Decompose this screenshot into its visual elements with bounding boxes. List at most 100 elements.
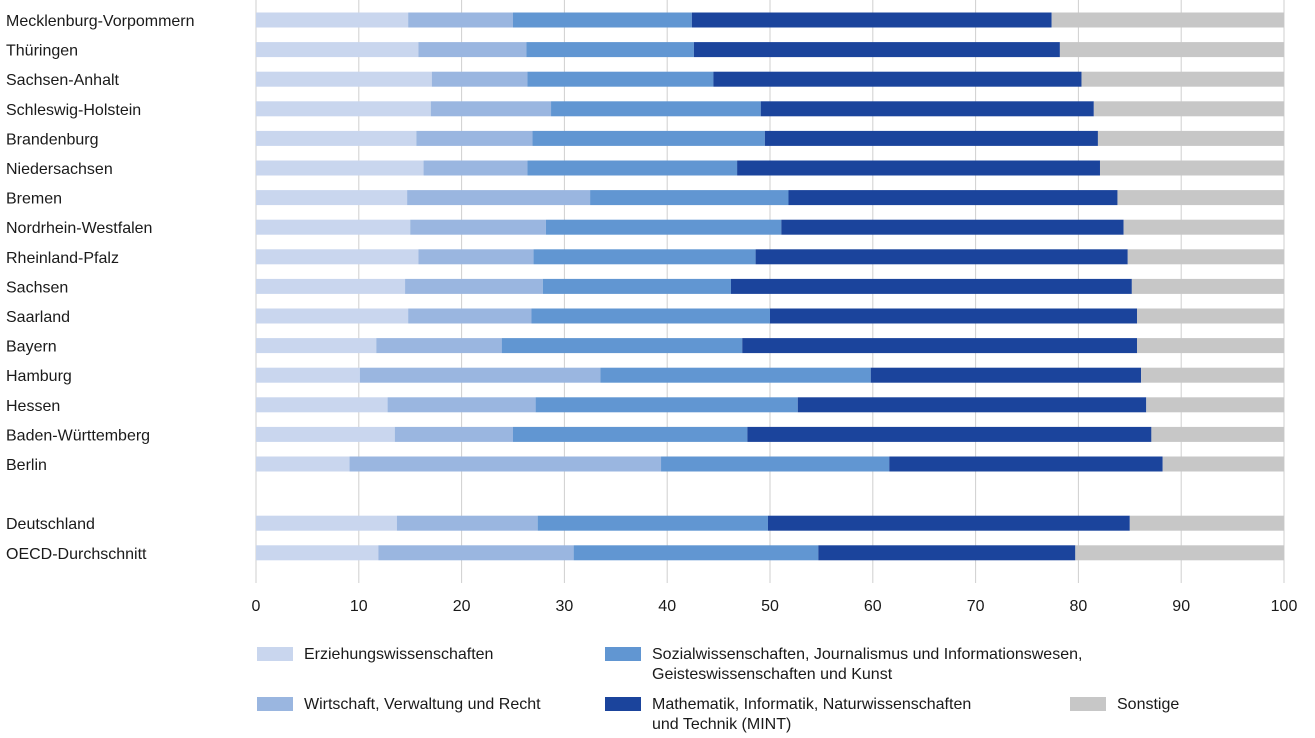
bar-schleswig-holstein-s3 xyxy=(760,101,1094,117)
category-label: Rheinland-Pfalz xyxy=(6,250,119,267)
category-label: Bayern xyxy=(6,339,57,356)
bar-niedersachsen-s1 xyxy=(423,160,528,176)
bar-saarland-s1 xyxy=(408,308,532,324)
bar-saarland-s2 xyxy=(531,308,770,324)
bar-bayern-s1 xyxy=(376,338,502,354)
bar-bremen-s0 xyxy=(256,190,408,206)
bar-oecd-durchschnitt-s1 xyxy=(378,545,574,561)
category-label: OECD-Durchschnitt xyxy=(6,546,147,563)
category-label: Hessen xyxy=(6,398,60,415)
bar-bremen-s3 xyxy=(788,190,1118,206)
bar-hamburg-s4 xyxy=(1141,367,1284,383)
x-tick-label: 80 xyxy=(1070,598,1088,615)
bar-niedersachsen-s2 xyxy=(527,160,738,176)
bar-thueringen-s4 xyxy=(1059,42,1284,58)
bar-nordrhein-westfalen-s0 xyxy=(256,219,411,235)
bar-bayern-s2 xyxy=(501,338,743,354)
bar-oecd-durchschnitt-s3 xyxy=(818,545,1076,561)
category-label: Nordrhein-Westfalen xyxy=(6,220,152,237)
x-tick-label: 70 xyxy=(967,598,985,615)
bar-niedersachsen-s3 xyxy=(737,160,1100,176)
bar-berlin-s0 xyxy=(256,456,350,472)
legend-label: Mathematik, Informatik, Naturwissenschaf… xyxy=(652,696,972,733)
bar-hamburg-s0 xyxy=(256,367,360,383)
legend-swatch xyxy=(605,647,641,661)
x-axis-tick-labels: 0 10 20 30 40 50 60 70 80 90 100 xyxy=(252,598,1298,615)
x-tick-label: 30 xyxy=(556,598,574,615)
bar-hamburg-s2 xyxy=(600,367,871,383)
bar-mecklenburg-vorpommern-s1 xyxy=(408,12,513,28)
bar-schleswig-holstein-s4 xyxy=(1093,101,1284,117)
bar-sachsen-anhalt-s0 xyxy=(256,71,432,87)
bar-baden-wuerttemberg-s4 xyxy=(1151,426,1284,442)
category-label: Bremen xyxy=(6,191,62,208)
category-label: Schleswig-Holstein xyxy=(6,102,141,119)
bar-sachsen-anhalt-s3 xyxy=(713,71,1082,87)
bar-schleswig-holstein-s1 xyxy=(430,101,552,117)
bar-bayern-s4 xyxy=(1136,338,1284,354)
bar-niedersachsen-s4 xyxy=(1099,160,1284,176)
legend-label: Wirtschaft, Verwaltung und Recht xyxy=(304,696,541,713)
bar-hamburg-s3 xyxy=(870,367,1142,383)
legend-swatch xyxy=(257,697,293,711)
bar-mecklenburg-vorpommern-s0 xyxy=(256,12,409,28)
bar-sachsen-s0 xyxy=(256,278,406,294)
legend-label: Erziehungswissenschaften xyxy=(304,646,494,663)
bar-hessen-s4 xyxy=(1146,397,1284,413)
bar-thueringen-s2 xyxy=(526,42,694,58)
bar-oecd-durchschnitt-s0 xyxy=(256,545,379,561)
bar-deutschland-s4 xyxy=(1129,515,1284,531)
x-tick-label: 40 xyxy=(658,598,676,615)
bar-oecd-durchschnitt-s2 xyxy=(573,545,819,561)
category-label: Saarland xyxy=(6,309,70,326)
bar-mecklenburg-vorpommern-s3 xyxy=(691,12,1052,28)
x-tick-label: 0 xyxy=(252,598,261,615)
bar-nordrhein-westfalen-s2 xyxy=(545,219,782,235)
legend-label: Sonstige xyxy=(1117,696,1180,713)
bar-hessen-s1 xyxy=(387,397,536,413)
category-label: Deutschland xyxy=(6,516,95,533)
bars xyxy=(256,12,1284,561)
bar-deutschland-s3 xyxy=(767,515,1130,531)
bar-thueringen-s0 xyxy=(256,42,419,58)
category-label: Thüringen xyxy=(6,43,78,60)
bar-mecklenburg-vorpommern-s4 xyxy=(1051,12,1284,28)
bar-hamburg-s1 xyxy=(359,367,601,383)
bar-rheinland-pfalz-s2 xyxy=(533,249,756,265)
legend-swatch xyxy=(1070,697,1106,711)
legend-label: Sozialwissenschaften, Journalismus und I… xyxy=(652,646,1083,683)
bar-hessen-s0 xyxy=(256,397,388,413)
bar-deutschland-s2 xyxy=(537,515,768,531)
bar-bayern-s0 xyxy=(256,338,377,354)
bar-niedersachsen-s0 xyxy=(256,160,424,176)
bar-baden-wuerttemberg-s2 xyxy=(513,426,748,442)
bar-brandenburg-s3 xyxy=(764,130,1098,146)
bar-mecklenburg-vorpommern-s2 xyxy=(513,12,692,28)
bar-baden-wuerttemberg-s3 xyxy=(747,426,1152,442)
bar-sachsen-s2 xyxy=(542,278,731,294)
category-label: Baden-Württemberg xyxy=(6,427,150,444)
bar-sachsen-s3 xyxy=(730,278,1132,294)
bar-rheinland-pfalz-s3 xyxy=(755,249,1128,265)
bar-berlin-s4 xyxy=(1162,456,1284,472)
bar-nordrhein-westfalen-s4 xyxy=(1123,219,1284,235)
bar-sachsen-anhalt-s2 xyxy=(527,71,714,87)
x-tick-label: 10 xyxy=(350,598,368,615)
category-label: Brandenburg xyxy=(6,131,99,148)
bar-berlin-s3 xyxy=(889,456,1163,472)
bar-berlin-s1 xyxy=(349,456,662,472)
bar-rheinland-pfalz-s0 xyxy=(256,249,419,265)
bar-hessen-s3 xyxy=(797,397,1147,413)
bar-thueringen-s3 xyxy=(693,42,1060,58)
bar-bremen-s1 xyxy=(407,190,591,206)
bar-rheinland-pfalz-s1 xyxy=(418,249,534,265)
bar-deutschland-s1 xyxy=(396,515,538,531)
bar-brandenburg-s1 xyxy=(416,130,533,146)
bar-schleswig-holstein-s0 xyxy=(256,101,431,117)
category-label: Hamburg xyxy=(6,368,72,385)
category-label: Berlin xyxy=(6,457,47,474)
stacked-bar-chart: Mecklenburg-Vorpommern Thüringen Sachsen-A… xyxy=(6,0,1298,615)
category-label: Sachsen xyxy=(6,279,68,296)
bar-nordrhein-westfalen-s1 xyxy=(410,219,546,235)
